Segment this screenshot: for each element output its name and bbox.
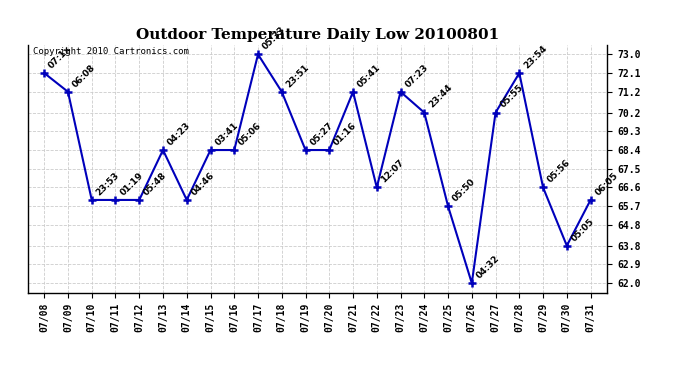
Text: 12:07: 12:07 (380, 158, 406, 185)
Text: 07:1x: 07:1x (47, 44, 73, 70)
Title: Outdoor Temperature Daily Low 20100801: Outdoor Temperature Daily Low 20100801 (136, 28, 499, 42)
Text: 05:33: 05:33 (261, 25, 287, 52)
Text: 23:44: 23:44 (427, 83, 454, 110)
Text: 23:51: 23:51 (284, 62, 311, 89)
Text: 06:05: 06:05 (593, 171, 620, 197)
Text: 05:48: 05:48 (142, 171, 168, 197)
Text: 23:54: 23:54 (522, 44, 549, 70)
Text: 04:23: 04:23 (166, 121, 193, 147)
Text: 05:55: 05:55 (498, 83, 525, 110)
Text: 04:32: 04:32 (475, 254, 501, 280)
Text: 05:06: 05:06 (237, 121, 264, 147)
Text: 05:56: 05:56 (546, 158, 573, 185)
Text: 06:08: 06:08 (71, 63, 97, 89)
Text: 03:41: 03:41 (213, 121, 240, 147)
Text: Copyright 2010 Cartronics.com: Copyright 2010 Cartronics.com (33, 48, 189, 57)
Text: 23:53: 23:53 (95, 171, 121, 197)
Text: 04:46: 04:46 (190, 171, 216, 197)
Text: 07:23: 07:23 (404, 62, 430, 89)
Text: 05:27: 05:27 (308, 121, 335, 147)
Text: 05:50: 05:50 (451, 177, 477, 203)
Text: 05:05: 05:05 (570, 216, 596, 243)
Text: 05:41: 05:41 (356, 62, 382, 89)
Text: 01:16: 01:16 (332, 121, 359, 147)
Text: 01:19: 01:19 (118, 171, 145, 197)
